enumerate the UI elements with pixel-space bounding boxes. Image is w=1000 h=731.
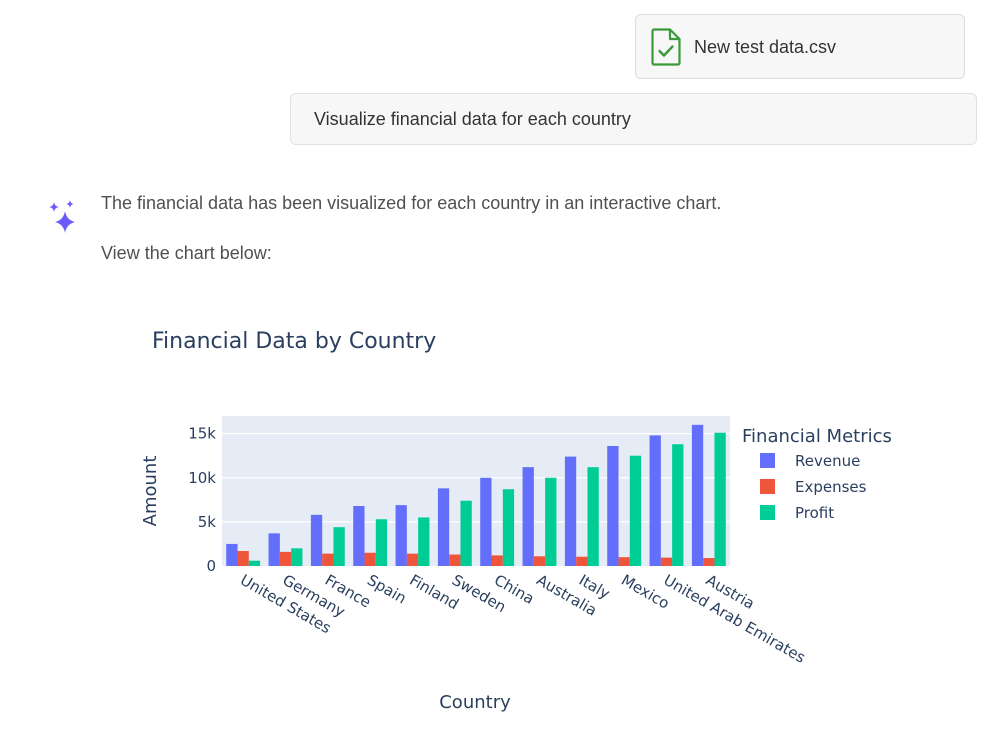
file-attachment[interactable]: New test data.csv bbox=[635, 14, 965, 79]
legend-swatch[interactable] bbox=[760, 505, 775, 520]
bar-revenue[interactable] bbox=[607, 446, 619, 566]
x-axis-ticks: United StatesGermanyFranceSpainFinlandSw… bbox=[237, 571, 808, 667]
bar-profit[interactable] bbox=[629, 455, 642, 566]
x-tick-label: Spain bbox=[364, 571, 409, 608]
legend[interactable]: Financial Metrics Revenue Expenses Profit bbox=[742, 426, 892, 522]
legend-item-label[interactable]: Expenses bbox=[795, 478, 867, 496]
bar-expenses[interactable] bbox=[703, 558, 715, 566]
bar-profit[interactable] bbox=[248, 560, 261, 566]
y-tick-label: 5k bbox=[198, 513, 217, 531]
bar-expenses[interactable] bbox=[322, 553, 334, 566]
bar-expenses[interactable] bbox=[449, 554, 461, 566]
bar-revenue[interactable] bbox=[691, 424, 704, 566]
bar-profit[interactable] bbox=[291, 548, 303, 566]
bar-revenue[interactable] bbox=[353, 506, 365, 566]
bar-profit[interactable] bbox=[545, 477, 557, 566]
bar-profit[interactable] bbox=[502, 489, 515, 566]
bars[interactable] bbox=[226, 424, 726, 566]
bar-revenue[interactable] bbox=[649, 435, 661, 566]
chart-title: Financial Data by Country bbox=[152, 329, 436, 354]
bar-revenue[interactable] bbox=[480, 477, 492, 566]
legend-swatch[interactable] bbox=[760, 453, 775, 468]
file-check-icon bbox=[651, 28, 681, 66]
bar-expenses[interactable] bbox=[364, 552, 376, 566]
bar-revenue[interactable] bbox=[522, 467, 534, 566]
assistant-message-line: The financial data has been visualized f… bbox=[101, 193, 722, 213]
user-message: Visualize financial data for each countr… bbox=[290, 93, 977, 145]
bar-profit[interactable] bbox=[375, 519, 388, 566]
x-axis-title: Country bbox=[439, 692, 511, 713]
plot-area[interactable] bbox=[222, 416, 730, 566]
user-message-text: Visualize financial data for each countr… bbox=[314, 109, 631, 129]
y-tick-label: 15k bbox=[188, 425, 216, 443]
bar-expenses[interactable] bbox=[406, 553, 419, 566]
bar-expenses[interactable] bbox=[576, 556, 588, 566]
bar-profit[interactable] bbox=[418, 517, 430, 566]
bar-revenue[interactable] bbox=[564, 456, 577, 566]
bar-expenses[interactable] bbox=[237, 551, 249, 566]
bar-revenue[interactable] bbox=[268, 533, 280, 566]
bar-profit[interactable] bbox=[460, 500, 472, 566]
sparkle-icon bbox=[49, 200, 75, 233]
y-tick-label: 10k bbox=[188, 469, 216, 487]
bar-expenses[interactable] bbox=[618, 557, 630, 566]
assistant-message-line: View the chart below: bbox=[101, 243, 272, 263]
bar-revenue[interactable] bbox=[395, 505, 407, 566]
bar-revenue[interactable] bbox=[437, 488, 450, 566]
bar-profit[interactable] bbox=[333, 527, 345, 566]
bar-revenue[interactable] bbox=[310, 514, 323, 566]
y-tick-label: 0 bbox=[206, 557, 216, 575]
gridlines bbox=[222, 433, 730, 523]
y-axis-ticks: 0 5k 10k 15k bbox=[188, 425, 216, 575]
legend-item-label[interactable]: Profit bbox=[795, 504, 834, 522]
legend-title: Financial Metrics bbox=[742, 426, 892, 447]
bar-profit[interactable] bbox=[672, 444, 684, 566]
bar-expenses[interactable] bbox=[279, 551, 292, 566]
legend-item-label[interactable]: Revenue bbox=[795, 452, 860, 470]
bar-revenue[interactable] bbox=[226, 543, 238, 566]
bar-expenses[interactable] bbox=[533, 556, 546, 566]
x-tick-label: Mexico bbox=[618, 571, 672, 613]
y-axis-title: Amount bbox=[140, 456, 161, 527]
bar-profit[interactable] bbox=[714, 432, 726, 566]
file-name: New test data.csv bbox=[694, 37, 837, 57]
bar-expenses[interactable] bbox=[660, 557, 673, 566]
legend-swatch[interactable] bbox=[760, 479, 775, 494]
bar-expenses[interactable] bbox=[491, 555, 503, 566]
bar-profit[interactable] bbox=[587, 467, 599, 566]
